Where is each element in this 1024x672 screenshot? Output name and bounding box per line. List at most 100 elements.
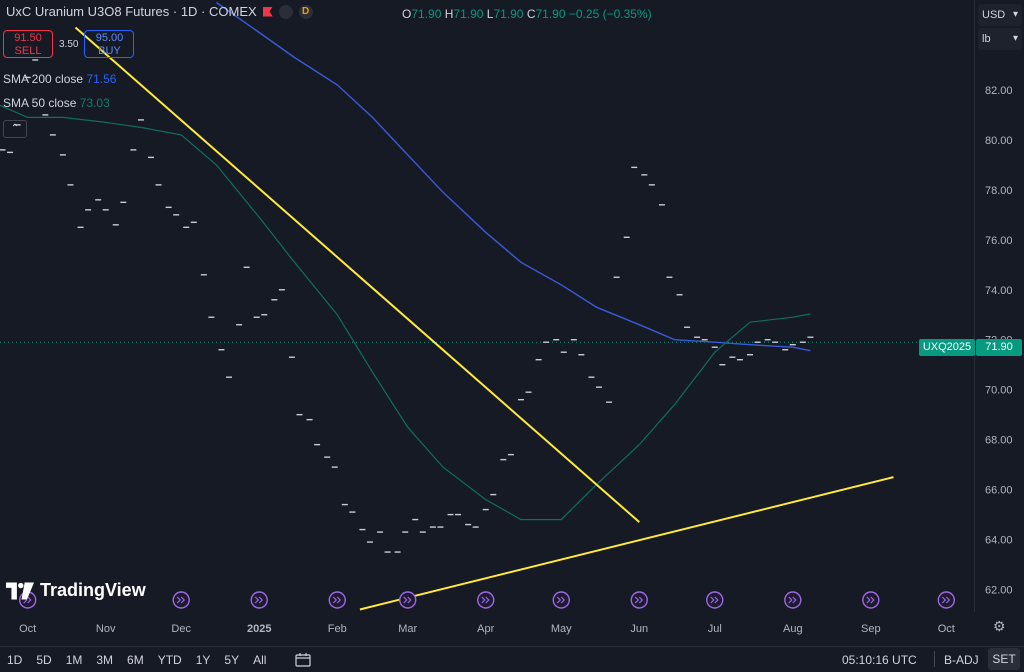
y-tick-label: 82.00 xyxy=(985,85,1013,97)
indicator-sma200-label: SMA 200 close xyxy=(3,72,84,86)
timeframe-1m[interactable]: 1M xyxy=(65,652,83,667)
event-marker-arrow xyxy=(481,596,490,604)
buy-price: 95.00 xyxy=(95,32,124,44)
event-marker-arrow xyxy=(710,596,719,604)
y-tick-label: 74.00 xyxy=(985,285,1013,297)
indicator-sma50-value: 73.03 xyxy=(79,96,110,110)
trade-panel: 91.50 SELL 3.50 95.00 BUY xyxy=(3,30,135,58)
sma50-line xyxy=(0,104,811,521)
event-marker xyxy=(552,591,570,609)
sell-price: 91.50 xyxy=(14,32,42,44)
high-value: 71.90 xyxy=(453,7,484,21)
sell-button[interactable]: 91.50 SELL xyxy=(3,30,53,58)
currency-select[interactable]: USD xyxy=(978,4,1022,26)
chart-header: UxC Uranium U3O8 Futures · 1D · COMEX D xyxy=(6,4,313,19)
y-tick-label: 68.00 xyxy=(985,435,1013,447)
event-marker xyxy=(784,591,802,609)
x-tick-label: Feb xyxy=(328,623,347,635)
y-tick-label: 76.00 xyxy=(985,235,1013,247)
x-tick-label: Aug xyxy=(783,623,803,635)
price-chart[interactable]: 62.0064.0066.0068.0070.0072.0074.0076.00… xyxy=(0,0,1024,646)
timeframe-3m[interactable]: 3M xyxy=(96,652,114,667)
close-label: C xyxy=(526,7,536,21)
x-tick-label: Jun xyxy=(630,623,648,635)
x-tick-label: Sep xyxy=(861,623,881,635)
x-tick-label: Apr xyxy=(477,623,494,635)
x-tick-label: Mar xyxy=(398,623,417,635)
x-tick-label: Jul xyxy=(708,623,722,635)
y-tick-label: 80.00 xyxy=(985,135,1013,147)
event-marker-arrow xyxy=(332,596,342,604)
price-axis-border xyxy=(974,0,975,612)
symbol-price-tag: UXQ2025 xyxy=(919,339,975,356)
indicator-sma50-label: SMA 50 close xyxy=(3,96,77,110)
market-closed-flag-icon xyxy=(262,6,273,17)
event-marker xyxy=(630,591,648,609)
y-tick-label: 66.00 xyxy=(985,485,1013,497)
open-value: 71.90 xyxy=(411,7,442,21)
y-tick-label: 70.00 xyxy=(985,385,1013,397)
toolbar-divider xyxy=(934,651,935,667)
last-price-tag: 71.90 xyxy=(976,339,1022,356)
tradingview-logo-text: TradingView xyxy=(40,580,146,600)
buy-button[interactable]: 95.00 BUY xyxy=(84,30,135,58)
close-value: 71.90 xyxy=(535,7,566,21)
ohlc-readout: O71.90 H71.90 L71.90 C71.90 −0.25 (−0.35… xyxy=(402,7,652,21)
unit-select[interactable]: lb xyxy=(978,28,1022,50)
timeframe-1y[interactable]: 1Y xyxy=(195,652,211,667)
event-marker xyxy=(399,591,417,609)
sell-label: SELL xyxy=(14,45,42,57)
event-marker-arrow xyxy=(941,596,951,604)
y-tick-label: 78.00 xyxy=(985,185,1013,197)
indicator-sma50[interactable]: SMA 50 close 73.03 xyxy=(3,96,110,110)
event-marker-arrow xyxy=(866,596,875,604)
x-tick-label: Nov xyxy=(96,623,116,635)
timeframe-ytd[interactable]: YTD xyxy=(157,652,182,667)
delayed-data-badge[interactable]: D xyxy=(298,4,313,19)
timeframe-6m[interactable]: 6M xyxy=(127,652,144,667)
low-label: L xyxy=(486,7,494,21)
trendline-4 xyxy=(359,476,894,611)
y-tick-label: 64.00 xyxy=(985,535,1013,547)
low-value: 71.90 xyxy=(493,7,524,21)
change-value: −0.25 (−0.35%) xyxy=(568,7,652,21)
chart-title[interactable]: UxC Uranium U3O8 Futures · 1D · COMEX xyxy=(6,4,257,19)
event-marker-arrow xyxy=(634,596,644,604)
tradingview-logo: TradingView xyxy=(6,580,146,601)
bottom-toolbar: 1D 5D 1M 3M 6M YTD 1Y 5Y All 05:10:16 UT… xyxy=(0,646,1024,672)
event-marker xyxy=(477,591,495,609)
timeframe-5y[interactable]: 5Y xyxy=(224,652,240,667)
sma200-line xyxy=(215,1,811,352)
buy-label: BUY xyxy=(98,45,121,57)
open-label: O xyxy=(402,7,412,21)
x-tick-label: May xyxy=(551,623,572,635)
y-tick-label: 62.00 xyxy=(985,585,1013,597)
event-marker-arrow xyxy=(176,596,186,604)
event-marker xyxy=(862,591,880,609)
timeframe-all[interactable]: All xyxy=(253,652,267,667)
spread-value: 3.50 xyxy=(59,38,79,50)
x-tick-label: Oct xyxy=(19,623,36,635)
event-marker-arrow xyxy=(254,596,264,604)
indicator-sma200[interactable]: SMA 200 close 71.56 xyxy=(3,72,116,86)
trendline-3 xyxy=(74,26,640,523)
event-marker xyxy=(937,591,956,609)
tradingview-logo-icon xyxy=(6,581,34,600)
eye-icon[interactable] xyxy=(278,4,293,19)
utc-clock[interactable]: 05:10:16 UTC xyxy=(842,653,917,667)
calendar-range-icon[interactable] xyxy=(295,652,313,667)
back-adjust-toggle[interactable]: B-ADJ xyxy=(944,653,979,667)
timeframe-5d[interactable]: 5D xyxy=(36,652,52,667)
event-marker xyxy=(706,591,724,609)
event-marker-arrow xyxy=(788,596,797,604)
session-toggle[interactable]: SET xyxy=(988,648,1020,670)
event-marker xyxy=(250,591,268,609)
x-tick-label: Dec xyxy=(171,623,191,635)
x-tick-label: 2025 xyxy=(247,623,271,635)
collapse-legend-button[interactable]: ⌃ xyxy=(3,120,27,138)
high-label: H xyxy=(444,7,454,21)
timeframe-1d[interactable]: 1D xyxy=(7,652,23,667)
indicator-sma200-value: 71.56 xyxy=(86,72,117,86)
settings-gear-icon[interactable]: ⚙ xyxy=(993,618,1006,634)
event-marker xyxy=(172,591,190,609)
